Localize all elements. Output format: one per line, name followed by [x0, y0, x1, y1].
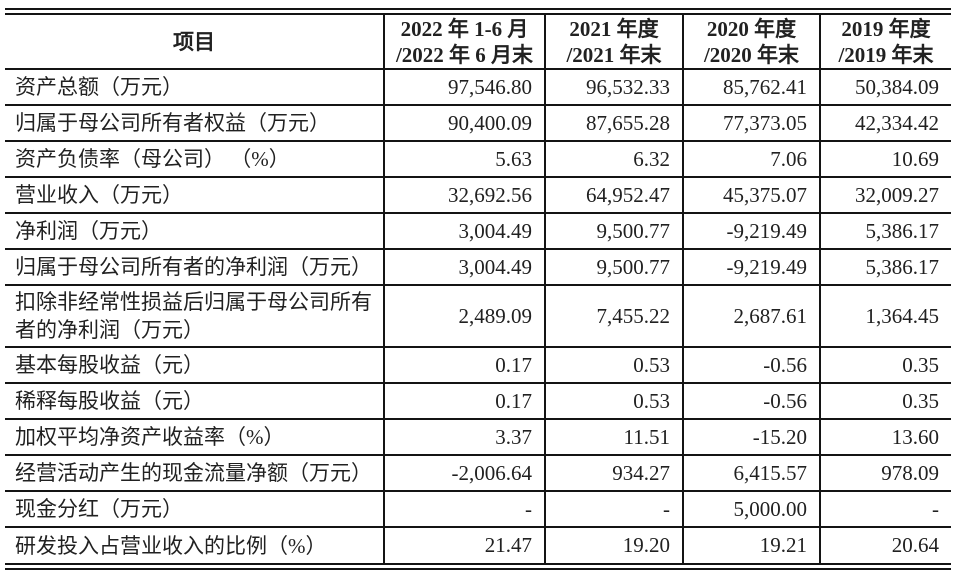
- value-cell: 19.20: [544, 527, 683, 563]
- value-cell: 50,384.09: [819, 69, 951, 106]
- value-cell: 0.17: [383, 383, 545, 420]
- value-cell: 3.37: [383, 419, 545, 456]
- table-row-revenue: 营业收入（万元） 32,692.56 64,952.47 45,375.07 3…: [5, 177, 951, 214]
- period-header-line1: 2021 年度: [569, 16, 659, 41]
- row-label: 资产负债率（母公司） （%）: [5, 141, 384, 178]
- table-header-row: 项目 2022 年 1-6 月 /2022 年 6 月末 2021 年度 /20…: [5, 15, 951, 70]
- table-row-basic-eps: 基本每股收益（元） 0.17 0.53 -0.56 0.35: [5, 347, 951, 384]
- value-cell: 5.63: [383, 141, 545, 178]
- table-row-rd-ratio: 研发投入占营业收入的比例（%） 21.47 19.20 19.21 20.64: [5, 527, 951, 563]
- value-cell: -: [544, 491, 683, 528]
- value-cell: 0.17: [383, 347, 545, 384]
- value-cell: 0.53: [544, 347, 683, 384]
- value-cell: 3,004.49: [383, 213, 545, 250]
- value-cell: 32,692.56: [383, 177, 545, 214]
- period-header-line1: 2022 年 1-6 月: [400, 16, 529, 41]
- period-column-header-2020: 2020 年度 /2020 年末: [682, 15, 820, 70]
- value-cell: 97,546.80: [383, 69, 545, 106]
- value-cell: -: [819, 491, 951, 528]
- value-cell: 7.06: [682, 141, 820, 178]
- value-cell: 0.53: [544, 383, 683, 420]
- value-cell: -0.56: [682, 383, 820, 420]
- table-row-parent-equity: 归属于母公司所有者权益（万元） 90,400.09 87,655.28 77,3…: [5, 105, 951, 142]
- value-cell: 45,375.07: [682, 177, 820, 214]
- row-label: 研发投入占营业收入的比例（%）: [15, 533, 327, 558]
- value-cell: 5,386.17: [819, 213, 951, 250]
- table-row-total-assets: 资产总额（万元） 97,546.80 96,532.33 85,762.41 5…: [5, 69, 951, 106]
- row-label: 扣除非经常性损益后归属于母公司所有者的净利润（万元）: [5, 285, 384, 348]
- value-cell: 7,455.22: [544, 285, 683, 348]
- table-row-parent-net-profit: 归属于母公司所有者的净利润（万元） 3,004.49 9,500.77 -9,2…: [5, 249, 951, 286]
- value-cell: 2,687.61: [682, 285, 820, 348]
- value-cell: 87,655.28: [544, 105, 683, 142]
- value-cell: 90,400.09: [383, 105, 545, 142]
- financial-table: 项目 2022 年 1-6 月 /2022 年 6 月末 2021 年度 /20…: [5, 15, 951, 563]
- period-column-header-2019: 2019 年度 /2019 年末: [819, 15, 951, 70]
- table-row-cash-dividend: 现金分红（万元） - - 5,000.00 -: [5, 491, 951, 528]
- value-cell: 21.47: [383, 527, 545, 563]
- value-cell: 96,532.33: [544, 69, 683, 106]
- period-column-header-2022: 2022 年 1-6 月 /2022 年 6 月末: [383, 15, 545, 70]
- financial-summary-table: 项目 2022 年 1-6 月 /2022 年 6 月末 2021 年度 /20…: [5, 8, 951, 570]
- value-cell: 1,364.45: [819, 285, 951, 348]
- value-cell: 6,415.57: [682, 455, 820, 492]
- row-label: 归属于母公司所有者的净利润（万元）: [5, 249, 384, 286]
- value-cell: 934.27: [544, 455, 683, 492]
- table-row-diluted-eps: 稀释每股收益（元） 0.17 0.53 -0.56 0.35: [5, 383, 951, 420]
- row-label: 净利润（万元）: [5, 213, 384, 250]
- value-cell: 11.51: [544, 419, 683, 456]
- row-label: 归属于母公司所有者权益（万元）: [5, 105, 384, 142]
- value-cell: -9,219.49: [682, 249, 820, 286]
- row-label: 基本每股收益（元）: [5, 347, 384, 384]
- value-cell: 5,386.17: [819, 249, 951, 286]
- row-label: 现金分红（万元）: [5, 491, 384, 528]
- value-cell: -0.56: [682, 347, 820, 384]
- table-row-debt-ratio: 资产负债率（母公司） （%） 5.63 6.32 7.06 10.69: [5, 141, 951, 178]
- row-label: 营业收入（万元）: [5, 177, 384, 214]
- value-cell: 85,762.41: [682, 69, 820, 106]
- value-cell: 10.69: [819, 141, 951, 178]
- value-cell: -9,219.49: [682, 213, 820, 250]
- value-cell: 42,334.42: [819, 105, 951, 142]
- value-cell: 9,500.77: [544, 213, 683, 250]
- period-header-line2: /2021 年末: [566, 42, 662, 67]
- value-cell: -15.20: [682, 419, 820, 456]
- value-cell: 0.35: [819, 383, 951, 420]
- period-header-line1: 2020 年度: [706, 16, 797, 41]
- table-row-operating-cash-flow: 经营活动产生的现金流量净额（万元） -2,006.64 934.27 6,415…: [5, 455, 951, 492]
- row-label: 经营活动产生的现金流量净额（万元）: [5, 455, 384, 492]
- period-header-line2: /2020 年末: [703, 42, 800, 67]
- row-label: 稀释每股收益（元）: [5, 383, 384, 420]
- value-cell: -2,006.64: [383, 455, 545, 492]
- value-cell: -: [383, 491, 545, 528]
- table-row-weighted-roe: 加权平均净资产收益率（%） 3.37 11.51 -15.20 13.60: [5, 419, 951, 456]
- value-cell: 9,500.77: [544, 249, 683, 286]
- value-cell: 13.60: [819, 419, 951, 456]
- period-column-header-2021: 2021 年度 /2021 年末: [544, 15, 683, 70]
- value-cell: 20.64: [819, 527, 951, 563]
- item-column-header: 项目: [5, 15, 384, 70]
- value-cell: 64,952.47: [544, 177, 683, 214]
- value-cell: 2,489.09: [383, 285, 545, 348]
- value-cell: 19.21: [682, 527, 820, 563]
- value-cell: 0.35: [819, 347, 951, 384]
- value-cell: 77,373.05: [682, 105, 820, 142]
- table-row-deducted-net-profit: 扣除非经常性损益后归属于母公司所有者的净利润（万元） 2,489.09 7,45…: [5, 285, 951, 348]
- value-cell: 3,004.49: [383, 249, 545, 286]
- row-label: 加权平均净资产收益率（%）: [5, 419, 384, 456]
- period-header-line1: 2019 年度: [841, 16, 931, 41]
- value-cell: 978.09: [819, 455, 951, 492]
- value-cell: 5,000.00: [682, 491, 820, 528]
- value-cell: 32,009.27: [819, 177, 951, 214]
- period-header-line2: /2022 年 6 月末: [395, 42, 534, 67]
- period-header-line2: /2019 年末: [838, 42, 934, 67]
- row-label: 资产总额（万元）: [5, 69, 384, 106]
- value-cell: 6.32: [544, 141, 683, 178]
- table-row-net-profit: 净利润（万元） 3,004.49 9,500.77 -9,219.49 5,38…: [5, 213, 951, 250]
